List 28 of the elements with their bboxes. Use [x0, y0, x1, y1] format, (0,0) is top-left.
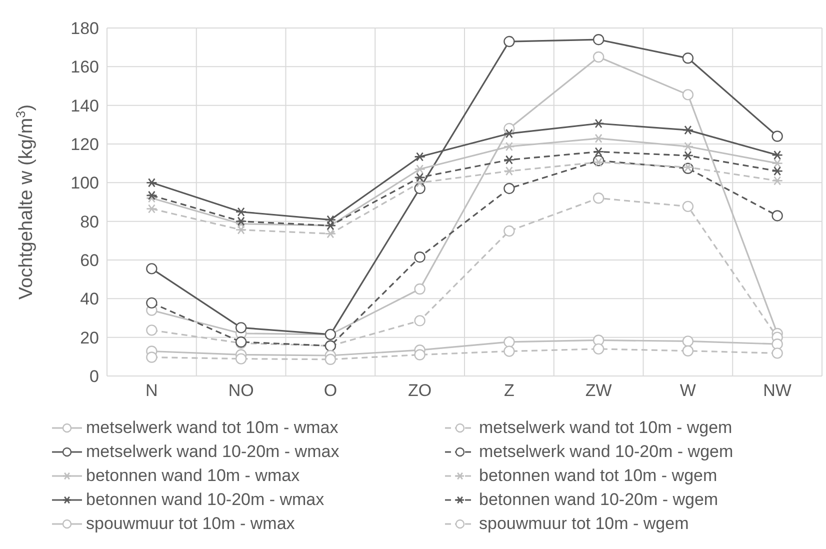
y-tick-label: 140: [70, 96, 99, 116]
legend-label: spouwmuur tot 10m - wmax: [86, 514, 295, 534]
legend-label: betonnen wand tot 10m - wgem: [479, 466, 718, 486]
y-tick-label: 160: [70, 58, 99, 77]
x-tick-label: ZO: [408, 381, 432, 400]
x-tick-label: NW: [763, 381, 792, 400]
y-tick-label: 120: [70, 135, 99, 154]
x-tick-label: NO: [228, 381, 254, 400]
x-tick-label: Z: [504, 381, 514, 400]
y-tick-label: 100: [70, 174, 99, 193]
legend-label: betonnen wand 10m - wmax: [86, 466, 300, 486]
legend-label: metselwerk wand 10-20m - wmax: [86, 442, 340, 462]
y-tick-label: 180: [70, 19, 99, 38]
y-tick-label: 40: [80, 290, 99, 309]
x-tick-label: O: [324, 381, 338, 400]
x-tick-label: W: [680, 381, 696, 400]
legend-label: metselwerk wand 10-20m - wgem: [479, 442, 734, 462]
legend-label: spouwmuur tot 10m - wgem: [479, 514, 689, 534]
legend-label: betonnen wand 10-20m - wgem: [479, 490, 718, 510]
x-tick-label: N: [146, 381, 158, 400]
y-tick-label: 0: [90, 367, 99, 386]
y-tick-label: 60: [80, 251, 99, 270]
y-tick-label: 20: [80, 328, 99, 348]
x-tick-label: ZW: [585, 381, 612, 400]
legend-label: metselwerk wand tot 10m - wmax: [86, 418, 338, 438]
y-tick-label: 80: [80, 212, 99, 232]
legend-label: betonnen wand 10-20m - wmax: [86, 490, 324, 510]
legend-label: metselwerk wand tot 10m - wgem: [479, 418, 732, 438]
